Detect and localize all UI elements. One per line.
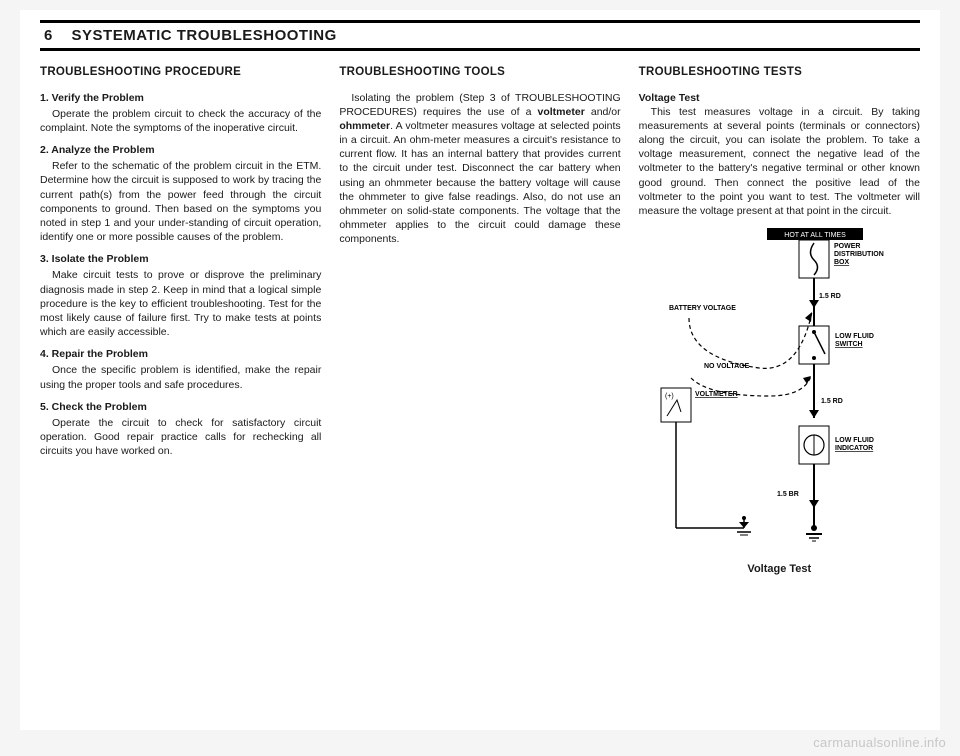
switch-label-1: LOW FLUID [835, 333, 874, 340]
wire1-label: 1.5 RD [819, 293, 841, 300]
column-procedure: TROUBLESHOOTING PROCEDURE 1. Verify the … [40, 65, 321, 577]
indicator-label-1: LOW FLUID [835, 437, 874, 444]
step3-body: Make circuit tests to prove or disprove … [40, 268, 321, 339]
power-box-label-3: BOX [834, 259, 850, 266]
col3-sub: Voltage Test [639, 91, 920, 105]
battery-voltage-label: BATTERY VOLTAGE [669, 305, 736, 312]
column-tools: TROUBLESHOOTING TOOLS Isolating the prob… [339, 65, 620, 577]
rule-top [40, 20, 920, 23]
wire3-label: 1.5 BR [777, 491, 799, 498]
step1-body: Operate the problem circuit to check the… [40, 107, 321, 135]
columns: TROUBLESHOOTING PROCEDURE 1. Verify the … [40, 65, 920, 577]
col3-heading: TROUBLESHOOTING TESTS [639, 65, 920, 81]
col3-body: This test measures voltage in a circuit.… [639, 105, 920, 218]
col1-heading: TROUBLESHOOTING PROCEDURE [40, 65, 321, 81]
voltage-test-diagram: HOT AT ALL TIMES POWER DISTRIBUTION BOX … [639, 228, 920, 558]
wire2-label: 1.5 RD [821, 398, 843, 405]
step4-body: Once the specific problem is identified,… [40, 363, 321, 391]
power-box-label-2: DISTRIBUTION [834, 251, 884, 258]
step5-title: 5. Check the Problem [40, 400, 321, 414]
page-header: 6 SYSTEMATIC TROUBLESHOOTING [40, 25, 920, 46]
svg-text:(+): (+) [665, 393, 674, 400]
diagram-caption: Voltage Test [639, 562, 920, 577]
step5-body: Operate the circuit to check for satisfa… [40, 416, 321, 459]
rule-sub [40, 48, 920, 51]
page-title: SYSTEMATIC TROUBLESHOOTING [72, 27, 337, 44]
indicator-label-2: INDICATOR [835, 445, 873, 452]
no-voltage-label: NO VOLTAGE [704, 363, 750, 370]
column-tests: TROUBLESHOOTING TESTS Voltage Test This … [639, 65, 920, 577]
step4-title: 4. Repair the Problem [40, 347, 321, 361]
step1-title: 1. Verify the Problem [40, 91, 321, 105]
page-number: 6 [44, 27, 53, 44]
diagram-svg: HOT AT ALL TIMES POWER DISTRIBUTION BOX … [649, 228, 909, 558]
step2-body: Refer to the schematic of the problem ci… [40, 159, 321, 244]
step3-title: 3. Isolate the Problem [40, 252, 321, 266]
step2-title: 2. Analyze the Problem [40, 143, 321, 157]
watermark: carmanualsonline.info [813, 735, 946, 750]
col2-body: Isolating the problem (Step 3 of TROUBLE… [339, 91, 620, 247]
power-box-label-1: POWER [834, 243, 860, 250]
switch-label-2: SWITCH [835, 341, 863, 348]
hot-label: HOT AT ALL TIMES [785, 232, 847, 239]
col2-heading: TROUBLESHOOTING TOOLS [339, 65, 620, 81]
page: 6 SYSTEMATIC TROUBLESHOOTING TROUBLESHOO… [20, 10, 940, 730]
voltmeter-label: VOLTMETER [695, 391, 738, 398]
